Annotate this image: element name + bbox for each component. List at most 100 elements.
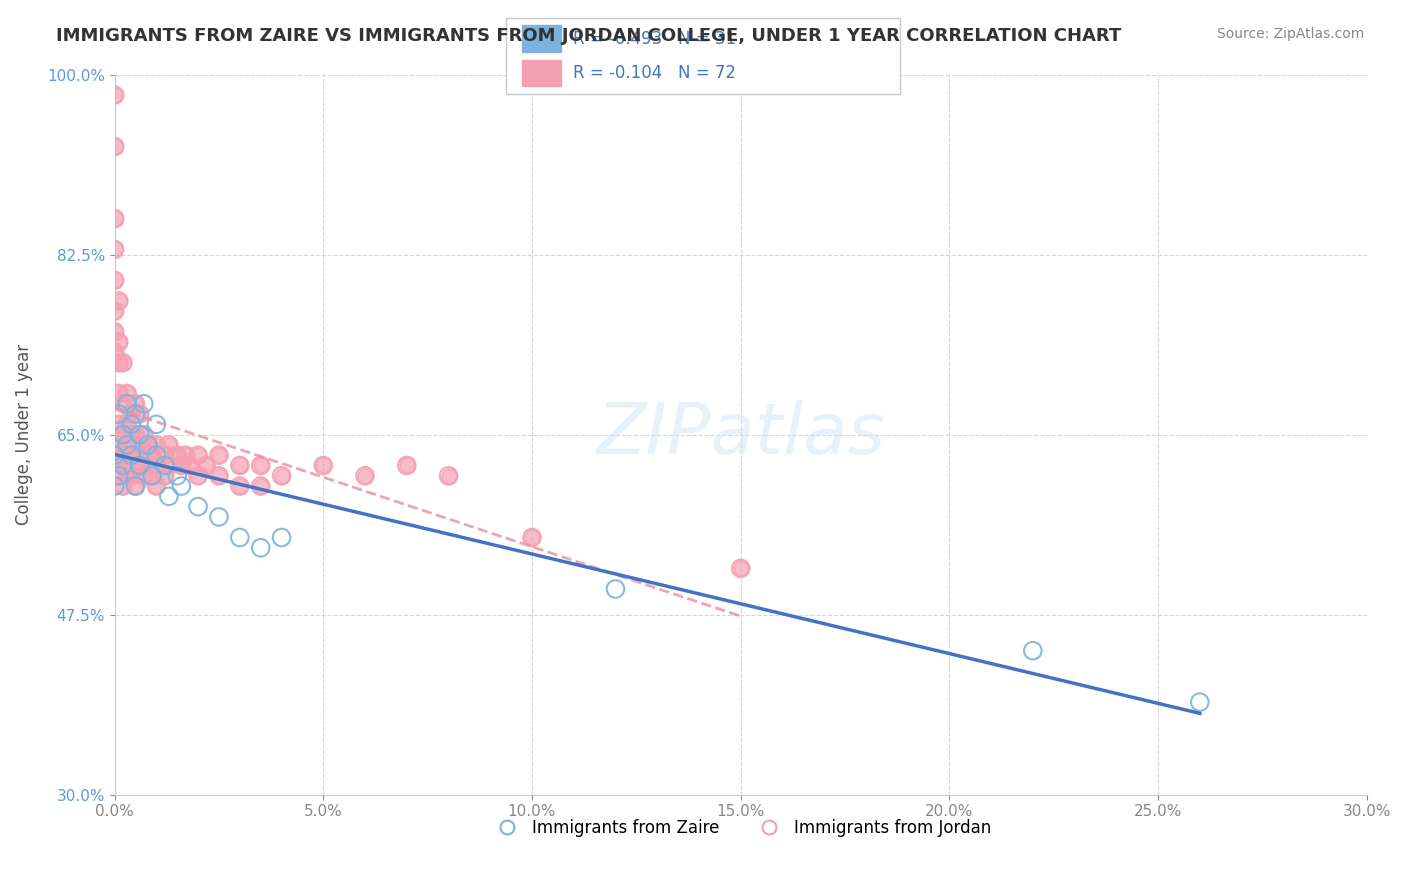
Point bbox=[104, 273, 127, 287]
Point bbox=[115, 438, 138, 452]
Point bbox=[136, 438, 159, 452]
Point bbox=[136, 438, 159, 452]
Point bbox=[104, 304, 127, 318]
Point bbox=[145, 479, 167, 493]
Point bbox=[132, 448, 155, 462]
Point bbox=[166, 448, 188, 462]
Point bbox=[174, 448, 197, 462]
Point bbox=[145, 417, 167, 432]
Point bbox=[120, 427, 142, 442]
Point bbox=[124, 397, 146, 411]
Point bbox=[520, 531, 543, 545]
Point bbox=[730, 561, 752, 575]
Point bbox=[132, 427, 155, 442]
Point bbox=[120, 407, 142, 421]
Point bbox=[124, 479, 146, 493]
Point bbox=[107, 293, 129, 308]
Point bbox=[128, 438, 150, 452]
Point bbox=[107, 386, 129, 401]
Point bbox=[107, 417, 129, 432]
Legend: Immigrants from Zaire, Immigrants from Jordan: Immigrants from Zaire, Immigrants from J… bbox=[484, 813, 998, 844]
Point bbox=[107, 355, 129, 369]
Point bbox=[124, 397, 146, 411]
Point bbox=[124, 427, 146, 442]
Point bbox=[107, 448, 129, 462]
Point bbox=[107, 407, 129, 421]
Point bbox=[229, 531, 252, 545]
Point bbox=[195, 458, 218, 473]
Point bbox=[107, 355, 129, 369]
Point bbox=[141, 468, 163, 483]
Point bbox=[115, 458, 138, 473]
Y-axis label: College, Under 1 year: College, Under 1 year bbox=[15, 344, 32, 525]
Point bbox=[312, 458, 335, 473]
Point bbox=[124, 407, 146, 421]
Point bbox=[111, 355, 134, 369]
Point bbox=[187, 448, 209, 462]
Point bbox=[145, 438, 167, 452]
Point bbox=[208, 510, 231, 524]
Point bbox=[104, 345, 127, 359]
Point bbox=[111, 397, 134, 411]
Point bbox=[128, 458, 150, 473]
Point bbox=[153, 468, 176, 483]
Point bbox=[111, 397, 134, 411]
Text: Source: ZipAtlas.com: Source: ZipAtlas.com bbox=[1216, 27, 1364, 41]
Point bbox=[104, 139, 127, 153]
Point bbox=[520, 531, 543, 545]
Point bbox=[115, 458, 138, 473]
Point bbox=[195, 458, 218, 473]
Point bbox=[104, 325, 127, 339]
Point bbox=[115, 438, 138, 452]
Point bbox=[128, 407, 150, 421]
Point bbox=[136, 458, 159, 473]
Point bbox=[170, 458, 193, 473]
Point bbox=[115, 386, 138, 401]
Point bbox=[354, 468, 377, 483]
Point bbox=[208, 448, 231, 462]
Point bbox=[141, 468, 163, 483]
Point bbox=[104, 304, 127, 318]
Point bbox=[104, 345, 127, 359]
Point bbox=[249, 458, 271, 473]
Point bbox=[437, 468, 460, 483]
Point bbox=[157, 458, 180, 473]
Point bbox=[107, 468, 129, 483]
Point bbox=[111, 427, 134, 442]
Point bbox=[132, 427, 155, 442]
Point bbox=[395, 458, 418, 473]
Point bbox=[120, 427, 142, 442]
Point bbox=[270, 468, 292, 483]
Point bbox=[111, 479, 134, 493]
Point bbox=[107, 468, 129, 483]
Point bbox=[104, 211, 127, 226]
Text: IMMIGRANTS FROM ZAIRE VS IMMIGRANTS FROM JORDAN COLLEGE, UNDER 1 YEAR CORRELATIO: IMMIGRANTS FROM ZAIRE VS IMMIGRANTS FROM… bbox=[56, 27, 1122, 45]
Point bbox=[115, 438, 138, 452]
Point bbox=[249, 479, 271, 493]
Point bbox=[153, 458, 176, 473]
Point bbox=[145, 458, 167, 473]
Point bbox=[312, 458, 335, 473]
Point bbox=[111, 355, 134, 369]
Point bbox=[124, 479, 146, 493]
Point bbox=[730, 561, 752, 575]
Point bbox=[104, 243, 127, 257]
Point bbox=[170, 479, 193, 493]
Point bbox=[120, 448, 142, 462]
Point bbox=[115, 386, 138, 401]
Point bbox=[208, 468, 231, 483]
Bar bbox=[522, 60, 561, 87]
Point bbox=[187, 468, 209, 483]
Point bbox=[145, 479, 167, 493]
Point bbox=[157, 438, 180, 452]
Point bbox=[395, 458, 418, 473]
Point bbox=[354, 468, 377, 483]
Point bbox=[1022, 643, 1045, 657]
Point bbox=[157, 438, 180, 452]
Point bbox=[136, 458, 159, 473]
Point bbox=[124, 427, 146, 442]
Point bbox=[104, 211, 127, 226]
Point bbox=[120, 448, 142, 462]
Point bbox=[104, 273, 127, 287]
Point bbox=[107, 417, 129, 432]
